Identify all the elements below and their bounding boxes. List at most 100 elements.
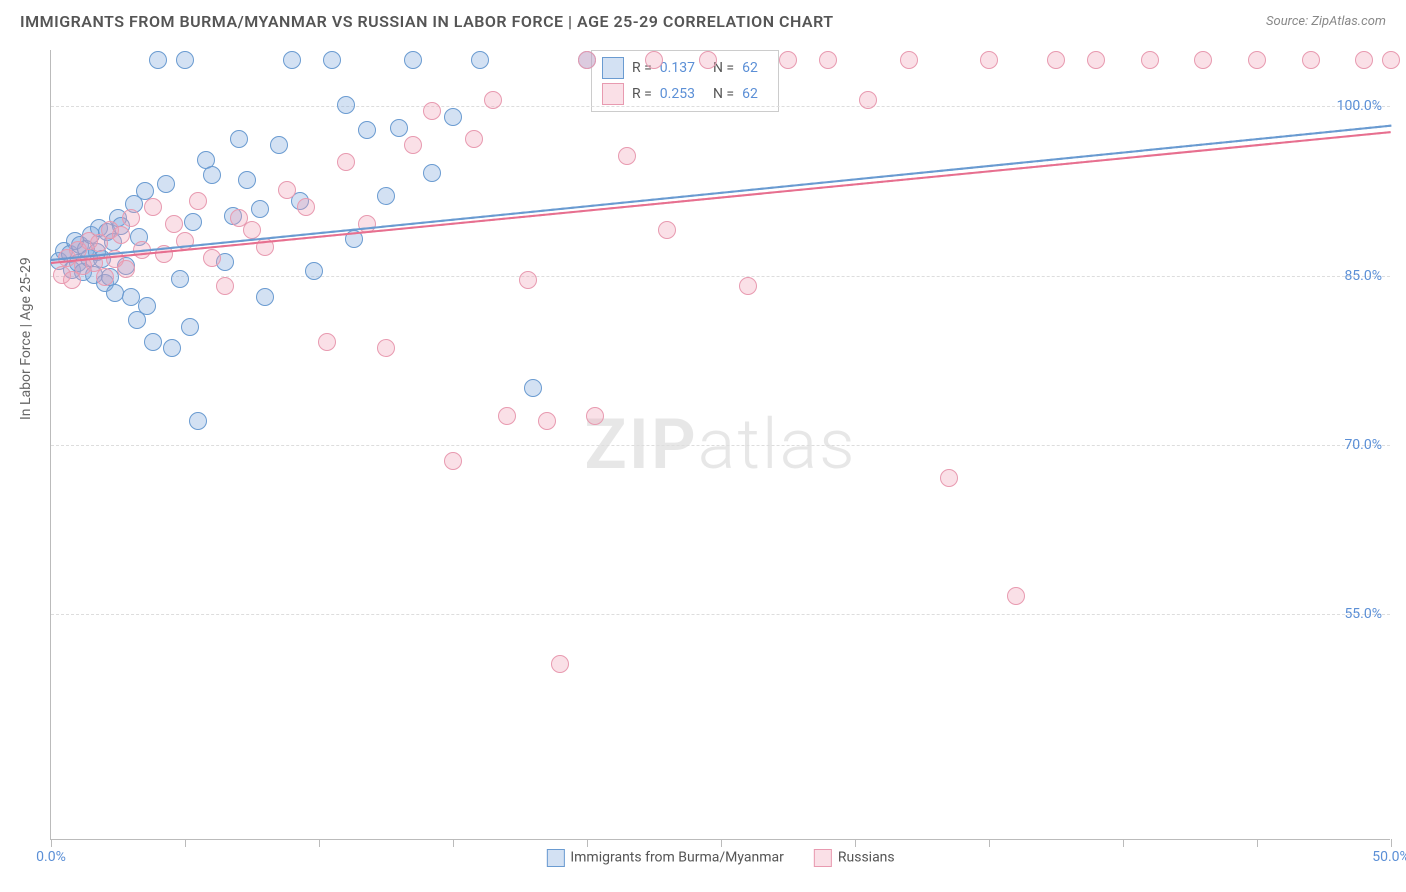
scatter-chart: ZIPatlas R =0.137N =62R =0.253N =62 Immi… <box>50 50 1390 840</box>
scatter-point <box>498 407 516 425</box>
scatter-point <box>819 51 837 69</box>
scatter-point <box>484 91 502 109</box>
scatter-point <box>157 175 175 193</box>
x-tick-mark <box>1391 839 1392 847</box>
scatter-point <box>980 51 998 69</box>
scatter-point <box>524 379 542 397</box>
scatter-point <box>238 171 256 189</box>
n-value: 62 <box>742 60 758 76</box>
y-tick-label: 100.0% <box>1337 98 1382 114</box>
scatter-point <box>779 51 797 69</box>
scatter-point <box>297 198 315 216</box>
x-tick-mark <box>989 839 990 847</box>
scatter-point <box>149 51 167 69</box>
r-label: R = <box>632 86 652 102</box>
scatter-point <box>165 215 183 233</box>
legend-swatch <box>602 57 624 79</box>
scatter-point <box>465 130 483 148</box>
scatter-point <box>1194 51 1212 69</box>
scatter-point <box>1248 51 1266 69</box>
scatter-point <box>176 51 194 69</box>
r-value: 0.137 <box>660 60 695 76</box>
scatter-point <box>390 119 408 137</box>
legend-row: R =0.253N =62 <box>602 81 768 107</box>
scatter-point <box>203 249 221 267</box>
scatter-point <box>618 147 636 165</box>
scatter-point <box>283 51 301 69</box>
gridline <box>51 276 1390 277</box>
scatter-point <box>1087 51 1105 69</box>
scatter-point <box>423 102 441 120</box>
scatter-point <box>144 333 162 351</box>
scatter-point <box>270 136 288 154</box>
scatter-point <box>377 339 395 357</box>
y-tick-label: 70.0% <box>1344 437 1382 453</box>
scatter-point <box>138 297 156 315</box>
x-tick-mark <box>1257 839 1258 847</box>
scatter-point <box>645 51 663 69</box>
scatter-point <box>404 136 422 154</box>
x-tick-mark <box>319 839 320 847</box>
scatter-point <box>1382 51 1400 69</box>
scatter-point <box>586 407 604 425</box>
correlation-legend: R =0.137N =62R =0.253N =62 <box>591 50 779 112</box>
scatter-point <box>189 192 207 210</box>
y-tick-label: 55.0% <box>1344 606 1382 622</box>
scatter-point <box>63 271 81 289</box>
gridline <box>51 445 1390 446</box>
y-axis-label: In Labor Force | Age 25-29 <box>18 257 34 420</box>
regression-line <box>51 124 1391 260</box>
scatter-point <box>699 51 717 69</box>
scatter-point <box>337 96 355 114</box>
x-tick-mark <box>855 839 856 847</box>
scatter-point <box>538 412 556 430</box>
legend-swatch <box>546 849 564 867</box>
scatter-point <box>256 288 274 306</box>
legend-label: Russians <box>838 850 895 866</box>
n-value: 62 <box>742 86 758 102</box>
scatter-point <box>1141 51 1159 69</box>
legend-swatch <box>814 849 832 867</box>
scatter-point <box>203 166 221 184</box>
scatter-point <box>658 221 676 239</box>
scatter-point <box>471 51 489 69</box>
scatter-point <box>163 339 181 357</box>
regression-line <box>51 131 1391 264</box>
scatter-point <box>184 213 202 231</box>
n-label: N = <box>713 86 734 102</box>
legend-row: R =0.137N =62 <box>602 55 768 81</box>
scatter-point <box>940 469 958 487</box>
x-tick-mark <box>587 839 588 847</box>
gridline <box>51 614 1390 615</box>
scatter-point <box>181 318 199 336</box>
legend-label: Immigrants from Burma/Myanmar <box>570 850 784 866</box>
scatter-point <box>377 187 395 205</box>
scatter-point <box>1007 587 1025 605</box>
scatter-point <box>251 200 269 218</box>
series-legend: Immigrants from Burma/Myanmar Russians <box>546 849 894 867</box>
scatter-point <box>578 51 596 69</box>
scatter-point <box>323 51 341 69</box>
x-tick-mark <box>721 839 722 847</box>
scatter-point <box>444 452 462 470</box>
scatter-point <box>144 198 162 216</box>
scatter-point <box>551 655 569 673</box>
x-tick-mark <box>453 839 454 847</box>
scatter-point <box>1302 51 1320 69</box>
scatter-point <box>900 51 918 69</box>
scatter-point <box>318 333 336 351</box>
chart-title: IMMIGRANTS FROM BURMA/MYANMAR VS RUSSIAN… <box>20 12 834 31</box>
scatter-point <box>358 121 376 139</box>
scatter-point <box>122 209 140 227</box>
legend-item: Immigrants from Burma/Myanmar <box>546 849 784 867</box>
legend-swatch <box>602 83 624 105</box>
chart-source: Source: ZipAtlas.com <box>1266 14 1386 29</box>
y-tick-label: 85.0% <box>1344 268 1382 284</box>
scatter-point <box>171 270 189 288</box>
x-tick-mark <box>51 839 52 847</box>
scatter-point <box>117 260 135 278</box>
scatter-point <box>404 51 422 69</box>
legend-item: Russians <box>814 849 895 867</box>
scatter-point <box>278 181 296 199</box>
scatter-point <box>423 164 441 182</box>
